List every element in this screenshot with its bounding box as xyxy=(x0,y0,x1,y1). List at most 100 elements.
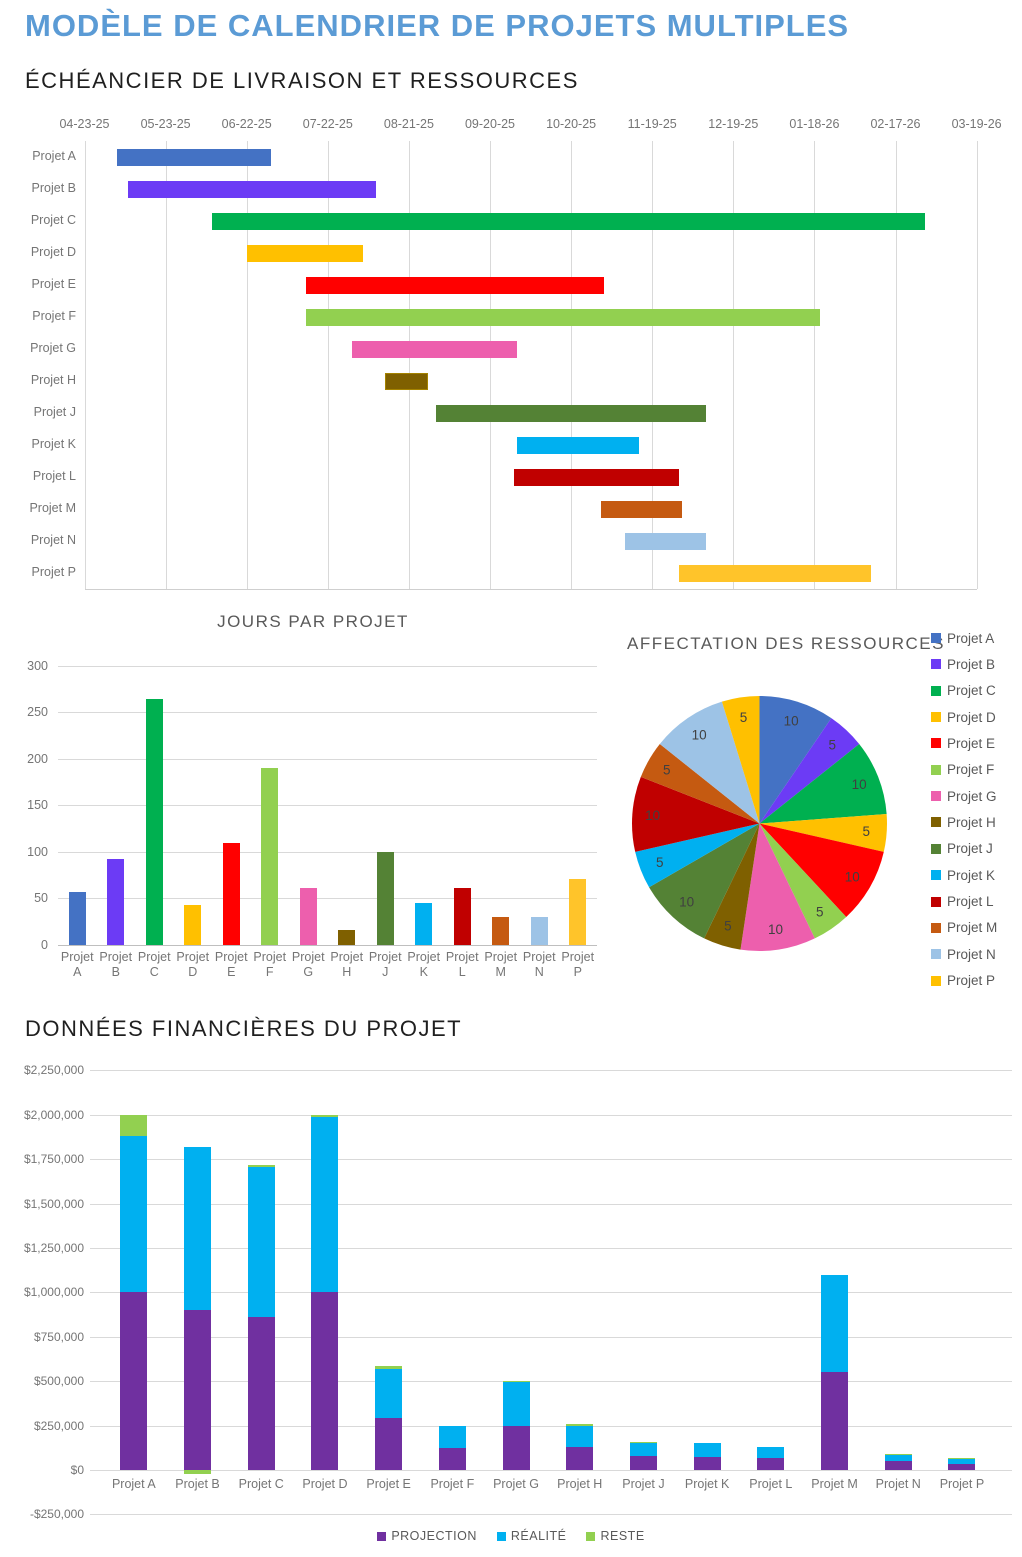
gantt-row-label: Projet H xyxy=(30,373,76,387)
financial-category-label: Projet B xyxy=(175,1477,220,1491)
gantt-bar-projet-d xyxy=(246,244,363,262)
pie-value-label: 5 xyxy=(739,710,747,725)
gantt-section-title: ÉCHÉANCIER DE LIVRAISON ET RESSOURCES xyxy=(25,68,579,93)
financial-category-label: Projet F xyxy=(430,1477,475,1491)
gantt-gridline xyxy=(895,141,897,589)
bar-chart-ytick-label: 50 xyxy=(34,891,48,906)
bar-chart-ytick-label: 150 xyxy=(27,798,48,813)
bar-chart-gridline xyxy=(58,851,597,853)
fin-segment-projection-projet-c xyxy=(247,1317,275,1470)
bar-projet-h xyxy=(338,930,356,945)
pie-legend-label: Projet N xyxy=(947,946,996,962)
financial-category-label: Projet L xyxy=(749,1477,793,1491)
pie-legend-item-projet-k: Projet K xyxy=(931,867,996,883)
pie-value-label: 5 xyxy=(656,855,664,870)
bar-projet-b xyxy=(107,859,125,945)
fin-segment-projection-projet-l xyxy=(757,1458,785,1470)
gantt-date-label: 02-17-26 xyxy=(870,117,921,131)
pie-legend-item-projet-a: Projet A xyxy=(931,631,994,646)
bar-projet-d xyxy=(184,904,202,945)
bar-projet-g xyxy=(299,888,317,945)
gantt-gridline xyxy=(976,141,978,589)
fin-segment-reste-projet-j xyxy=(629,1441,657,1443)
financial-category-label: Projet G xyxy=(493,1477,539,1491)
fin-segment-projection-projet-n xyxy=(884,1461,912,1470)
financial-ytick-label: $1,500,000 xyxy=(23,1196,84,1211)
gantt-gridline xyxy=(490,141,491,589)
gantt-date-label: 05-23-25 xyxy=(140,117,191,131)
financial-gridline xyxy=(90,1470,1012,1471)
pie-legend-item-projet-m: Projet M xyxy=(931,920,997,935)
bar-chart-ytick-label: 100 xyxy=(27,844,48,859)
pie-slice-projet-a xyxy=(759,695,831,823)
bar-projet-a xyxy=(68,891,86,945)
gantt-date-label: 11-19-25 xyxy=(627,117,677,131)
pie-legend-chip xyxy=(931,896,941,907)
gantt-gridline xyxy=(814,141,816,589)
financial-gridline xyxy=(90,1114,1012,1116)
pie-legend-item-projet-f: Projet F xyxy=(931,762,995,778)
gantt-bar-projet-e xyxy=(306,276,604,294)
financial-ytick-label: $1,250,000 xyxy=(23,1241,84,1255)
pie-value-label: 5 xyxy=(724,918,732,933)
bar-chart-category-label: Projet G xyxy=(291,950,325,979)
bar-projet-e xyxy=(222,842,240,945)
fin-segment-réalité-projet-n xyxy=(884,1455,912,1462)
pie-value-label: 5 xyxy=(816,904,824,919)
pie-value-label: 5 xyxy=(662,762,670,777)
gantt-row-label: Projet G xyxy=(30,341,76,355)
gantt-date-label: 10-20-25 xyxy=(546,117,597,131)
bar-chart-category-label: Projet K xyxy=(407,950,441,979)
gantt-date-label: 03-19-26 xyxy=(951,117,1002,131)
bar-projet-c xyxy=(145,699,163,945)
pie-legend-label: Projet F xyxy=(947,762,995,778)
financial-legend-label: PROJECTION xyxy=(391,1529,477,1543)
pie-legend-item-projet-g: Projet G xyxy=(931,789,997,804)
fin-segment-réalité-projet-c xyxy=(247,1167,275,1318)
gantt-bar-projet-f xyxy=(306,308,820,326)
gantt-row-label: Projet N xyxy=(30,533,76,547)
financial-category-label: Projet J xyxy=(622,1477,665,1491)
gantt-row-label: Projet E xyxy=(31,277,76,291)
financial-gridline xyxy=(90,1248,1012,1249)
financial-gridline xyxy=(90,1292,1012,1294)
financial-gridline xyxy=(90,1425,1012,1427)
financial-gridline xyxy=(90,1381,1012,1383)
gantt-row-label: Projet P xyxy=(31,565,76,579)
bar-chart-category-label: Projet N xyxy=(522,950,556,979)
financial-section-title: DONNÉES FINANCIÈRES DU PROJET xyxy=(25,1016,463,1041)
fin-segment-projection-projet-j xyxy=(629,1455,657,1470)
bar-chart-category-label: Projet L xyxy=(445,950,479,979)
gantt-row-label: Projet A xyxy=(32,149,76,163)
gantt-date-label: 08-21-25 xyxy=(383,117,434,131)
pie-legend-label: Projet K xyxy=(947,867,996,883)
pie-slice-projet-c xyxy=(759,743,887,823)
financial-legend: PROJECTION RÉALITÉ RESTE xyxy=(0,1529,1022,1543)
pie-legend-label: Projet E xyxy=(947,735,996,751)
gantt-row-label: Projet K xyxy=(31,437,76,451)
fin-segment-réalité-projet-a xyxy=(120,1136,148,1293)
fin-segment-reste-projet-h xyxy=(566,1424,594,1426)
pie-value-label: 10 xyxy=(851,776,866,791)
gantt-gridline xyxy=(246,141,248,589)
pie-slice-projet-f xyxy=(759,823,846,938)
fin-segment-projection-projet-m xyxy=(821,1372,849,1470)
pie-slice-projet-b xyxy=(759,717,859,823)
fin-segment-reste-projet-g xyxy=(502,1381,530,1383)
pie-legend-label: Projet B xyxy=(947,656,996,672)
pie-value-label: 5 xyxy=(862,824,870,839)
pie-legend-item-projet-d: Projet D xyxy=(931,710,996,725)
gantt-gridline xyxy=(165,141,167,589)
financial-legend-item-projection: PROJECTION xyxy=(377,1529,477,1543)
financial-gridline xyxy=(90,1159,1012,1161)
fin-segment-réalité-projet-h xyxy=(566,1425,594,1448)
bar-projet-k xyxy=(415,903,433,945)
bar-projet-j xyxy=(376,851,394,945)
gantt-gridline xyxy=(652,141,654,589)
financial-legend-item-reste: RESTE xyxy=(586,1529,644,1543)
financial-ytick-label: $2,250,000 xyxy=(23,1063,84,1078)
pie-legend-chip xyxy=(931,949,941,960)
fin-segment-projection-projet-d xyxy=(311,1292,339,1470)
pie-legend-chip xyxy=(931,764,941,775)
